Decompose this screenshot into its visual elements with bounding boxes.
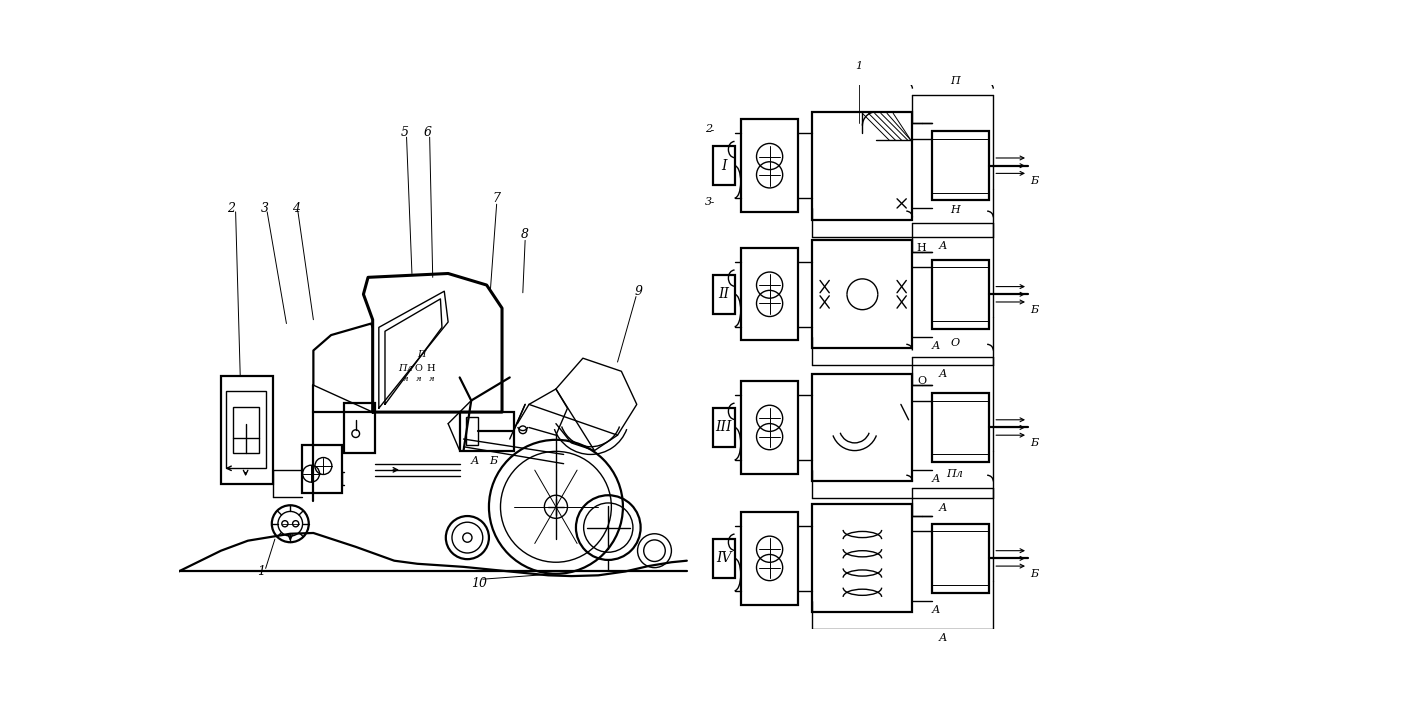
Bar [932,393,989,462]
Text: 4: 4 [291,201,300,214]
Text: О: О [950,338,960,348]
Bar [813,505,912,612]
Bar [932,259,989,329]
Text: 2: 2 [705,124,712,134]
Text: А: А [471,455,479,466]
Bar [301,445,342,493]
Text: 5: 5 [401,126,408,139]
Text: Б: Б [1030,305,1038,315]
Text: А: А [939,369,947,380]
Text: 8: 8 [521,228,530,242]
Text: Б: Б [489,455,497,466]
Text: 1: 1 [855,61,862,71]
Text: Н: Н [950,204,960,215]
Bar [713,539,734,578]
Text: А: А [932,474,940,484]
Bar [713,146,734,185]
Text: А: А [932,341,940,351]
Text: II: II [719,287,730,301]
Bar [345,403,375,453]
Text: я: я [403,375,409,383]
Text: IV: IV [716,551,731,566]
Text: Б: Б [1030,438,1038,448]
Text: А: А [932,605,940,615]
Bar [813,240,912,348]
Bar [932,131,989,200]
Bar [713,408,734,447]
Bar [227,391,266,468]
Bar [741,512,799,604]
Bar [460,412,514,450]
Text: Н: Н [916,243,926,253]
Text: О: О [415,363,423,373]
Text: 2: 2 [227,201,235,214]
Text: Пл: Пл [946,469,964,479]
Text: П: П [950,76,960,86]
Text: I: I [722,158,727,173]
Bar [741,119,799,212]
Text: я: я [429,375,434,383]
Text: 3: 3 [705,197,712,207]
Text: Пл: Пл [398,363,413,373]
Text: О: О [918,376,926,386]
Text: 10: 10 [471,578,488,590]
Bar [467,417,478,445]
Text: А: А [939,241,947,251]
Text: А: А [939,633,947,643]
Text: III: III [716,421,733,435]
Bar [741,381,799,474]
Text: Б: Б [1030,569,1038,579]
Text: 3: 3 [261,201,269,214]
Text: 9: 9 [635,285,642,298]
Bar [813,373,912,481]
Text: 1: 1 [256,565,265,578]
Text: 6: 6 [423,126,432,139]
Bar [932,524,989,593]
Text: Н: Н [427,363,436,373]
Text: Б: Б [1030,176,1038,186]
Bar [813,112,912,220]
Text: я: я [416,375,422,383]
Bar [741,248,799,341]
Bar [221,376,273,484]
Text: А: А [939,503,947,513]
Bar [713,275,734,313]
Text: 7: 7 [493,192,500,205]
Text: П: П [417,350,426,359]
Bar [233,407,259,453]
